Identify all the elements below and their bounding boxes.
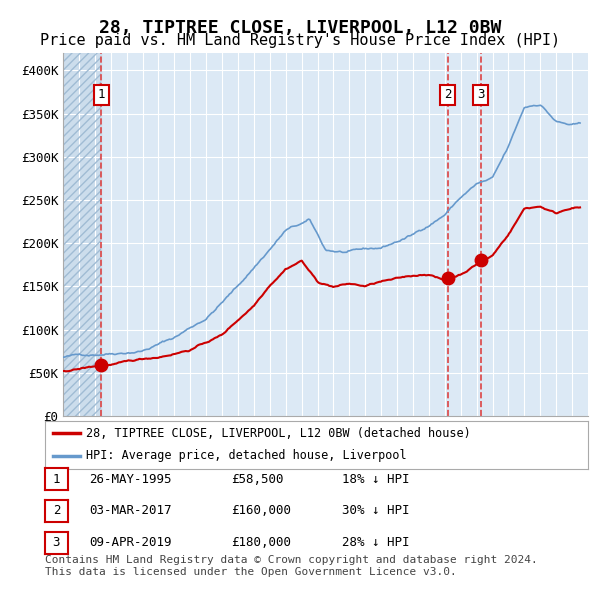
Text: 1: 1 [97, 88, 105, 101]
Text: 28, TIPTREE CLOSE, LIVERPOOL, L12 0BW: 28, TIPTREE CLOSE, LIVERPOOL, L12 0BW [99, 19, 501, 37]
Text: Price paid vs. HM Land Registry's House Price Index (HPI): Price paid vs. HM Land Registry's House … [40, 33, 560, 48]
Text: HPI: Average price, detached house, Liverpool: HPI: Average price, detached house, Live… [86, 449, 406, 462]
Text: Contains HM Land Registry data © Crown copyright and database right 2024.
This d: Contains HM Land Registry data © Crown c… [45, 555, 538, 577]
Text: 1: 1 [53, 473, 60, 486]
Text: 3: 3 [477, 88, 485, 101]
Text: 28% ↓ HPI: 28% ↓ HPI [342, 536, 409, 549]
Text: 09-APR-2019: 09-APR-2019 [89, 536, 172, 549]
Bar [63, 53, 101, 416]
Text: 3: 3 [53, 536, 60, 549]
Text: 18% ↓ HPI: 18% ↓ HPI [342, 473, 409, 486]
Text: £58,500: £58,500 [231, 473, 284, 486]
Text: £160,000: £160,000 [231, 504, 291, 517]
Text: 30% ↓ HPI: 30% ↓ HPI [342, 504, 409, 517]
Text: £180,000: £180,000 [231, 536, 291, 549]
Text: 2: 2 [444, 88, 451, 101]
Text: 26-MAY-1995: 26-MAY-1995 [89, 473, 172, 486]
Text: 28, TIPTREE CLOSE, LIVERPOOL, L12 0BW (detached house): 28, TIPTREE CLOSE, LIVERPOOL, L12 0BW (d… [86, 427, 470, 440]
Text: 03-MAR-2017: 03-MAR-2017 [89, 504, 172, 517]
Bar [63, 53, 101, 416]
Text: 2: 2 [53, 504, 60, 517]
